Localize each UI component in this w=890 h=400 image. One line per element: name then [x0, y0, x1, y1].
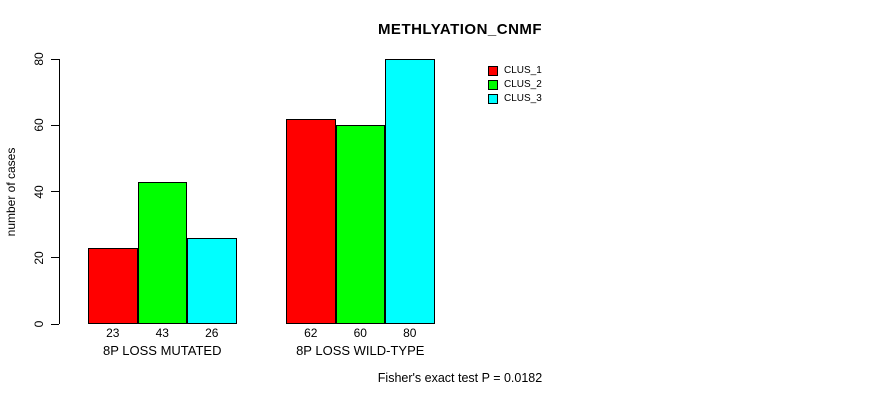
bar: [187, 237, 237, 324]
legend-item: CLUS_3: [488, 94, 542, 104]
bar-value-label: 60: [353, 326, 367, 340]
y-tick-label: 0: [32, 320, 46, 328]
bar-value-label: 62: [304, 326, 318, 340]
legend-swatch: [488, 94, 498, 104]
legend-label: CLUS_2: [504, 79, 542, 90]
bar-value-label: 23: [106, 326, 120, 340]
bar: [286, 118, 336, 324]
legend-label: CLUS_1: [504, 65, 542, 76]
y-tick: [51, 257, 59, 259]
chart-title: METHLYATION_CNMF: [377, 21, 543, 38]
y-tick-label: 20: [32, 251, 46, 265]
annotation-text: Fisher's exact test P = 0.0182: [377, 371, 543, 385]
y-axis-label: number of cases: [4, 147, 18, 237]
legend-item: CLUS_2: [488, 80, 542, 90]
y-axis-line: [59, 59, 60, 324]
x-category-label: 8P LOSS WILD-TYPE: [296, 343, 425, 358]
y-tick-label: 80: [32, 52, 46, 66]
y-tick: [51, 58, 59, 60]
y-tick: [51, 124, 59, 126]
legend-item: CLUS_1: [488, 66, 542, 76]
legend-swatch: [488, 80, 498, 90]
bar: [335, 125, 385, 324]
bar-value-label: 43: [155, 326, 169, 340]
y-tick-label: 40: [32, 184, 46, 199]
bar-value-label: 80: [403, 326, 417, 340]
bar: [385, 59, 435, 324]
bar: [88, 247, 138, 324]
legend-label: CLUS_3: [504, 93, 542, 104]
bar-value-label: 26: [205, 326, 219, 340]
x-category-label: 8P LOSS MUTATED: [103, 343, 222, 358]
y-tick: [51, 323, 59, 325]
legend-swatch: [488, 66, 498, 76]
y-tick-label: 60: [32, 118, 46, 132]
bar: [137, 181, 187, 324]
y-tick: [51, 191, 59, 192]
